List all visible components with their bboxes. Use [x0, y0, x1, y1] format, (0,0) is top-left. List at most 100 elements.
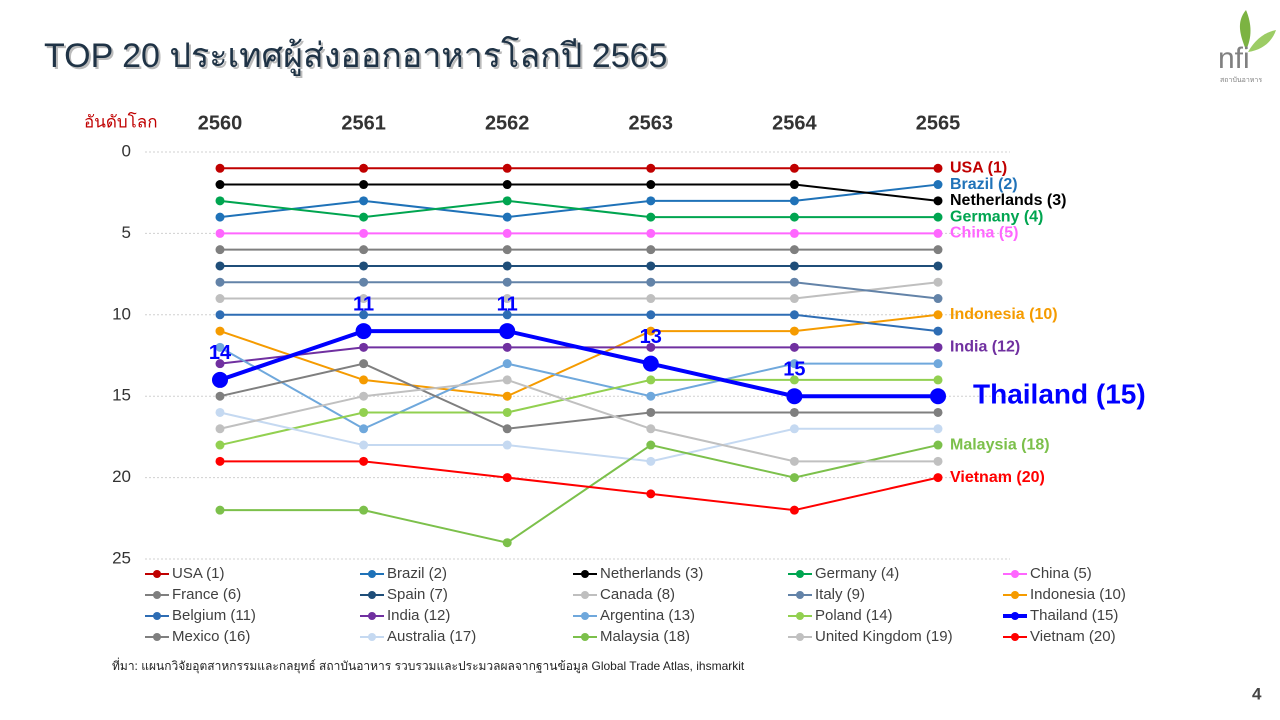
point	[359, 424, 369, 434]
series-line	[219, 362, 938, 430]
point	[642, 355, 659, 372]
point	[646, 489, 656, 499]
point	[215, 228, 225, 238]
point	[789, 310, 799, 320]
legend-marker	[581, 570, 589, 578]
point	[215, 326, 225, 336]
point	[215, 505, 225, 515]
point	[215, 310, 225, 320]
point	[789, 196, 799, 206]
point	[646, 163, 656, 173]
end-label: Indonesia (10)	[950, 306, 1058, 323]
series-line	[219, 346, 938, 430]
point	[933, 359, 943, 369]
point	[789, 326, 799, 336]
point	[359, 261, 369, 271]
legend-marker	[796, 612, 804, 620]
point	[933, 424, 943, 434]
legend-label: United Kingdom (19)	[815, 628, 953, 645]
point	[502, 407, 512, 417]
point	[215, 407, 225, 417]
point	[215, 245, 225, 255]
point	[933, 245, 943, 255]
point	[359, 456, 369, 466]
end-label: India (12)	[950, 339, 1020, 356]
point	[933, 456, 943, 466]
point	[646, 294, 656, 304]
point	[502, 440, 512, 450]
point	[502, 391, 512, 401]
point	[359, 163, 369, 173]
point	[502, 310, 512, 320]
point	[359, 180, 369, 190]
series-line	[220, 460, 939, 512]
series-line	[219, 378, 938, 463]
point	[359, 391, 369, 401]
point	[789, 277, 799, 287]
point	[933, 294, 943, 304]
point	[359, 359, 369, 369]
point	[933, 310, 943, 320]
legend-marker	[1011, 612, 1019, 620]
point	[499, 323, 516, 340]
point	[789, 163, 799, 173]
legend-marker	[368, 633, 376, 641]
point	[215, 440, 225, 450]
point	[215, 424, 225, 434]
data-label: 11	[353, 293, 374, 315]
point	[646, 326, 656, 336]
legend-label: USA (1)	[172, 565, 225, 582]
point	[789, 261, 799, 271]
data-label: 15	[783, 358, 805, 380]
point	[646, 196, 656, 206]
end-label: Thailand (15)	[973, 379, 1146, 410]
legend-label: Italy (9)	[815, 586, 865, 603]
point	[359, 277, 369, 287]
point	[502, 473, 512, 483]
x-tick-label: 2563	[629, 112, 674, 134]
legend-marker	[581, 633, 589, 641]
point	[786, 388, 803, 405]
legend-marker	[368, 591, 376, 599]
legend-label: Australia (17)	[387, 628, 476, 645]
end-label: Netherlands (3)	[950, 192, 1066, 209]
x-tick-label: 2561	[341, 112, 386, 134]
point	[646, 440, 656, 450]
data-label: 13	[640, 326, 662, 348]
point	[789, 180, 799, 190]
legend-marker	[1011, 570, 1019, 578]
point	[646, 228, 656, 238]
point	[789, 294, 799, 304]
legend-marker	[153, 633, 161, 641]
point	[215, 196, 225, 206]
legend-marker	[796, 633, 804, 641]
point	[212, 371, 228, 388]
point	[502, 342, 512, 352]
x-tick-label: 2565	[916, 112, 961, 134]
legend-label: France (6)	[172, 586, 241, 603]
x-tick-label: 2562	[485, 112, 530, 134]
point	[359, 228, 369, 238]
legend-label: Argentina (13)	[600, 607, 695, 624]
legend-label: Vietnam (20)	[1030, 628, 1116, 645]
point	[646, 424, 656, 434]
point	[646, 180, 656, 190]
point	[502, 294, 512, 304]
point	[359, 245, 369, 255]
y-axis-label: อันดับโลก	[84, 111, 158, 131]
series-line	[220, 281, 939, 300]
point	[502, 245, 512, 255]
point	[933, 180, 943, 190]
point	[789, 505, 799, 515]
point	[502, 163, 512, 173]
legend-label: Brazil (2)	[387, 565, 447, 582]
series-line	[220, 443, 939, 544]
point	[789, 375, 799, 385]
point	[215, 391, 225, 401]
chart: 0 5 10 15 20 25 2560 2561 2562 2563 2564 2565 USA (1…	[112, 112, 1146, 645]
point	[359, 407, 369, 417]
point	[789, 407, 799, 417]
legend-marker	[153, 570, 161, 578]
legend-marker	[1011, 591, 1019, 599]
series-line	[220, 281, 939, 300]
